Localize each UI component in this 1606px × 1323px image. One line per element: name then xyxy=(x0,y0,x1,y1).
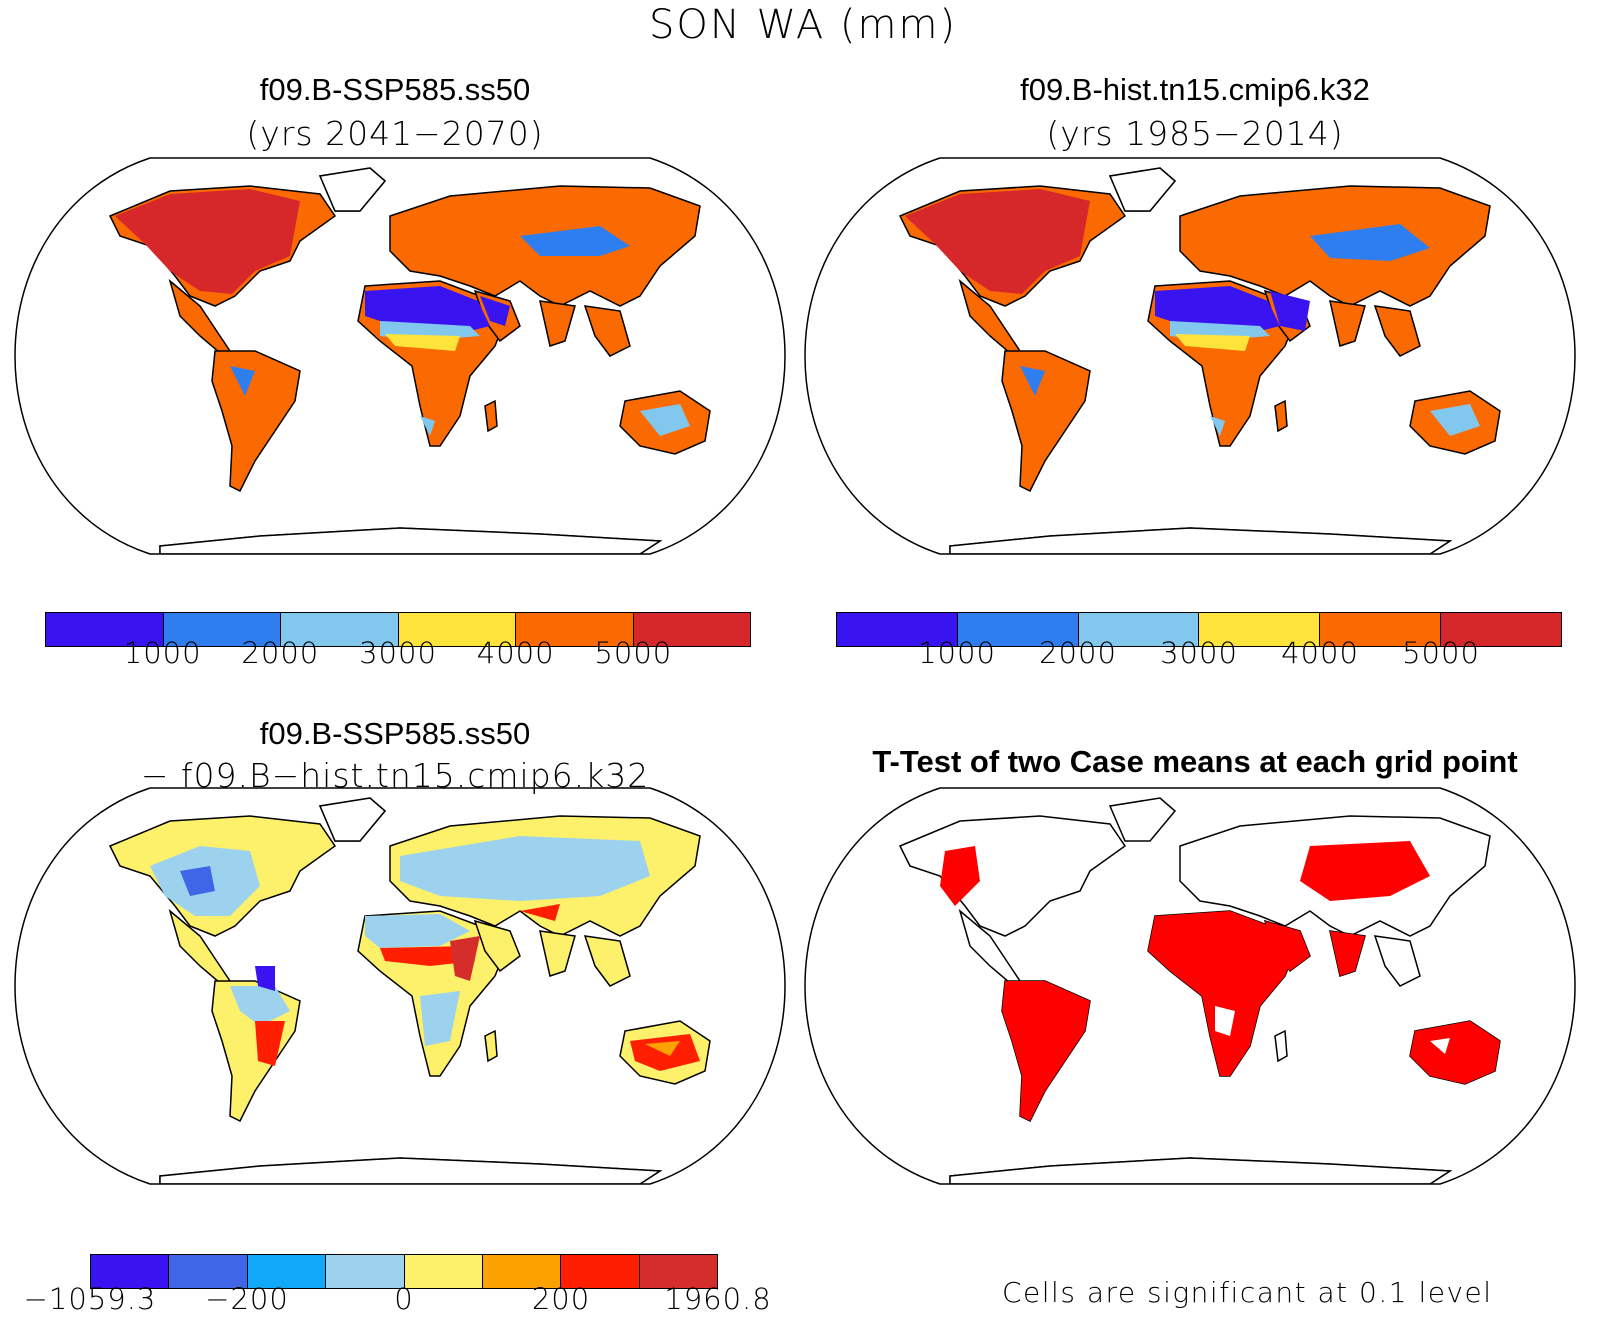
colorbar-swatch xyxy=(957,613,1079,646)
colorbar-swatch xyxy=(1078,613,1200,646)
colorbar-tick-label: 1960.8 xyxy=(664,1282,772,1316)
colorbar-swatch xyxy=(482,1255,562,1288)
colorbar-swatch xyxy=(639,1255,717,1288)
colorbar-tick-label: 3000 xyxy=(1160,636,1238,670)
colorbar-tick-label: −1059.3 xyxy=(23,1282,157,1316)
colorbar-tick-label: 5000 xyxy=(594,636,673,670)
colorbar-bottom-left xyxy=(90,1254,718,1289)
colorbar-tick-label: 0 xyxy=(394,1282,414,1316)
colorbar-tick-label: 4000 xyxy=(476,636,555,670)
panel-bl-case: f09.B-SSP585.ss50 xyxy=(259,716,531,751)
colorbar-swatch xyxy=(281,613,399,646)
colorbar-tick-label: −200 xyxy=(205,1282,289,1316)
colorbar-swatch xyxy=(91,1255,170,1288)
colorbar-swatch xyxy=(46,613,164,646)
colorbar-tick-label: 2000 xyxy=(241,636,320,670)
map-bottom-left xyxy=(14,787,786,1185)
colorbar-swatch xyxy=(404,1255,483,1288)
figure-title: SON WA (mm) xyxy=(648,2,958,48)
colorbar-tick-label: 3000 xyxy=(359,636,437,670)
colorbar-top-left xyxy=(45,612,751,647)
colorbar-swatch xyxy=(561,1255,640,1288)
map-bottom-right xyxy=(804,787,1576,1185)
significance-note: Cells are significant at 0.1 level xyxy=(1002,1276,1493,1309)
panel-tr-years: (yrs 1985−2014) xyxy=(1046,114,1344,153)
colorbar-swatch xyxy=(163,613,281,646)
colorbar-swatch xyxy=(326,1255,405,1288)
colorbar-swatch xyxy=(1320,613,1442,646)
colorbar-tick-label: 1000 xyxy=(918,636,996,670)
colorbar-tick-label: 2000 xyxy=(1039,636,1117,670)
colorbar-swatch xyxy=(516,613,634,646)
colorbar-tick-label: 200 xyxy=(531,1282,591,1316)
colorbar-tick-label: 5000 xyxy=(1402,636,1480,670)
map-top-left xyxy=(14,157,786,555)
map-top-right xyxy=(804,157,1576,555)
panel-tl-years: (yrs 2041−2070) xyxy=(246,114,544,153)
colorbar-swatch xyxy=(247,1255,327,1288)
panel-tr-case: f09.B-hist.tn15.cmip6.k32 xyxy=(1020,72,1370,107)
colorbar-tick-label: 1000 xyxy=(123,636,202,670)
colorbar-swatch xyxy=(837,613,958,646)
panel-br-title: T-Test of two Case means at each grid po… xyxy=(872,744,1518,779)
colorbar-tick-label: 4000 xyxy=(1281,636,1359,670)
colorbar-swatch xyxy=(633,613,750,646)
panel-tl-case: f09.B-SSP585.ss50 xyxy=(259,72,531,107)
colorbar-swatch xyxy=(1441,613,1561,646)
colorbar-swatch xyxy=(1199,613,1321,646)
colorbar-swatch xyxy=(398,613,516,646)
colorbar-top-right xyxy=(836,612,1562,647)
colorbar-swatch xyxy=(169,1255,248,1288)
